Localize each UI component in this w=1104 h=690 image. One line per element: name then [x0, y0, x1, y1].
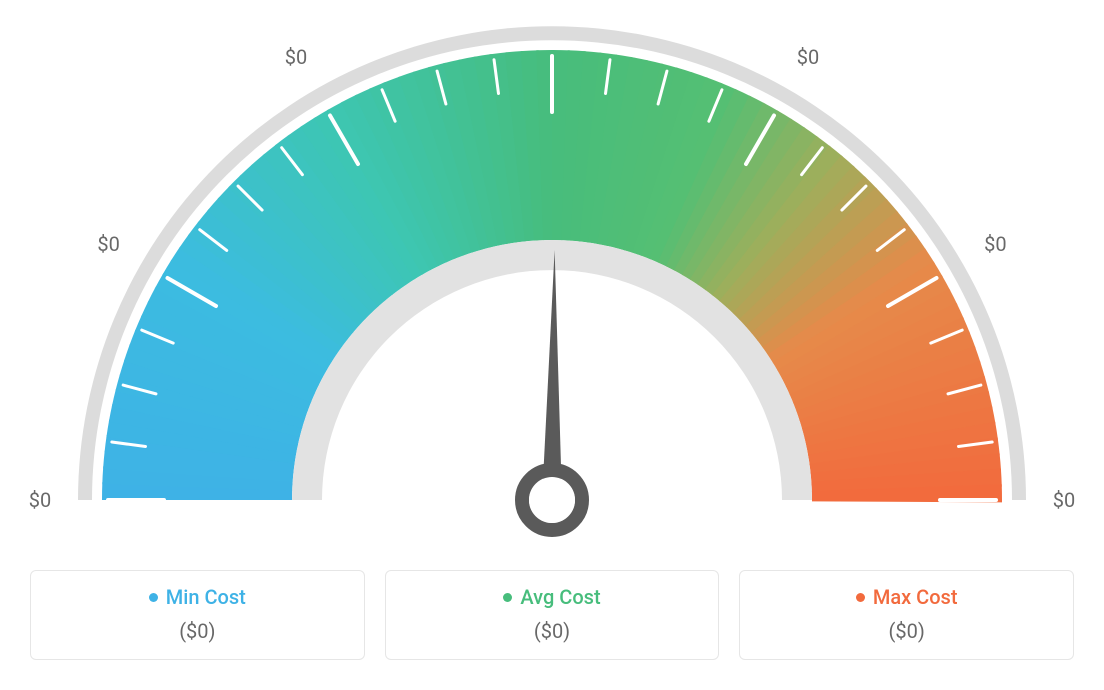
legend-title: Avg Cost [396, 585, 709, 609]
legend-dot-icon [856, 593, 865, 602]
legend-title: Max Cost [750, 585, 1063, 609]
legend-card: Max Cost ($0) [739, 570, 1074, 660]
legend-value: ($0) [41, 619, 354, 643]
legend-dot-icon [149, 593, 158, 602]
needle-hub-fill [529, 477, 575, 523]
legend-title: Min Cost [41, 585, 354, 609]
legend-label: Min Cost [166, 585, 246, 609]
legend-row: Min Cost ($0) Avg Cost ($0) Max Cost ($0… [30, 570, 1074, 660]
needle [542, 250, 562, 500]
tick-label: $0 [97, 232, 119, 256]
tick-label: $0 [1053, 488, 1075, 512]
legend-card: Min Cost ($0) [30, 570, 365, 660]
tick-label: $0 [984, 232, 1006, 256]
legend-value: ($0) [750, 619, 1063, 643]
cost-gauge: $0$0$0$0$0$0$0 [0, 0, 1104, 560]
tick-label: $0 [797, 45, 819, 69]
gauge-svg [0, 0, 1104, 560]
tick-label: $0 [285, 45, 307, 69]
legend-label: Avg Cost [520, 585, 600, 609]
legend-card: Avg Cost ($0) [385, 570, 720, 660]
tick-label: $0 [29, 488, 51, 512]
legend-label: Max Cost [873, 585, 958, 609]
legend-value: ($0) [396, 619, 709, 643]
legend-dot-icon [503, 593, 512, 602]
